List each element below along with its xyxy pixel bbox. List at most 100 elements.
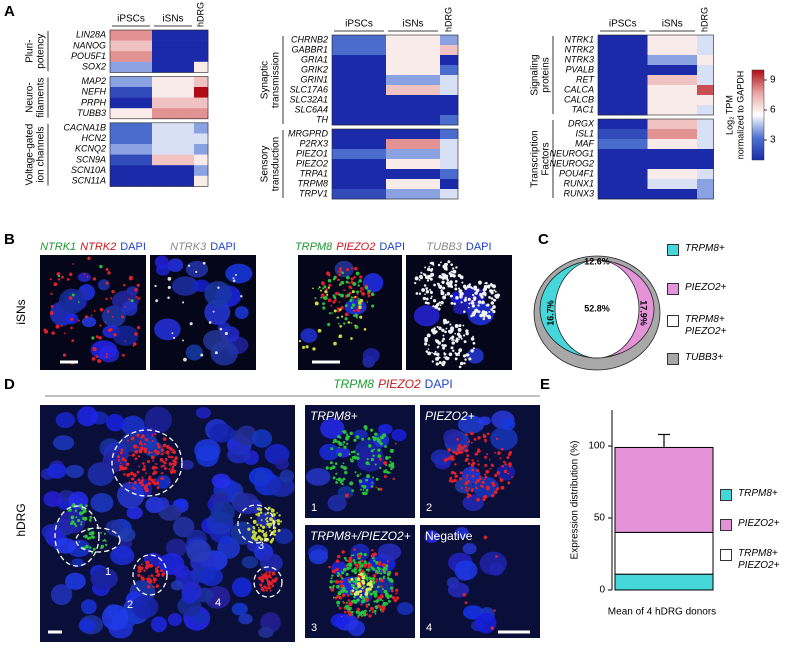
signal-dot — [345, 601, 348, 604]
signal-dot — [427, 351, 432, 356]
heatmap-cell — [422, 45, 441, 56]
heatmap-cell — [631, 75, 648, 86]
signal-dot — [375, 477, 379, 481]
signal-dot — [350, 322, 353, 324]
inset-number: 3 — [311, 622, 317, 634]
image-label-word: TRPM8 — [295, 241, 333, 253]
signal-dot — [140, 575, 143, 578]
signal-dot — [380, 578, 384, 583]
signal-dot — [359, 473, 362, 475]
heatmap-cell — [138, 51, 153, 63]
heatmap-cell — [180, 122, 195, 134]
column-group-label: hDRG — [195, 2, 205, 27]
signal-dot — [100, 532, 102, 534]
signal-dot — [98, 336, 102, 340]
signal-dot — [474, 481, 478, 484]
heatmap-cell — [614, 129, 632, 140]
signal-dot — [351, 456, 355, 460]
signal-dot — [62, 353, 67, 357]
signal-dot — [350, 296, 353, 299]
group-label: filaments — [36, 78, 47, 118]
heatmap-cell — [697, 159, 714, 170]
signal-dot — [352, 587, 355, 589]
signal-dot — [83, 516, 88, 521]
heatmap-cell — [422, 55, 441, 66]
signal-dot — [371, 610, 375, 614]
signal-dot — [488, 458, 491, 461]
signal-dot — [156, 565, 160, 569]
heatmap-cell — [110, 61, 125, 73]
heatmap-cell — [598, 119, 615, 130]
micrograph-content — [154, 255, 253, 366]
nucleus — [180, 459, 194, 470]
signal-dot — [125, 462, 130, 467]
signal-dot — [467, 487, 470, 490]
signal-dot — [349, 298, 353, 303]
signal-dot — [142, 468, 146, 472]
signal-dot — [443, 356, 446, 358]
heatmap-cell — [697, 119, 714, 130]
signal-dot — [269, 529, 271, 532]
signal-dot — [460, 487, 463, 490]
signal-dot — [382, 605, 385, 609]
signal-dot — [160, 452, 164, 456]
signal-dot — [167, 276, 172, 281]
nucleus — [356, 445, 385, 472]
signal-dot — [477, 304, 480, 307]
signal-dot — [382, 563, 386, 568]
heatmap-cell — [110, 175, 125, 187]
nucleus — [231, 577, 252, 598]
heatmap-cell — [440, 149, 459, 160]
heatmap-cell — [368, 95, 387, 106]
signal-dot — [263, 585, 267, 589]
signal-dot — [333, 295, 337, 299]
signal-dot — [499, 477, 502, 480]
signal-dot — [147, 585, 151, 589]
heatmap-cell — [631, 139, 648, 150]
signal-dot — [140, 479, 144, 484]
nucleus — [172, 564, 189, 578]
signal-dot — [440, 261, 442, 264]
signal-dot — [111, 289, 115, 294]
signal-dot — [323, 285, 327, 289]
heatmap-cell — [138, 144, 153, 155]
micrograph-content — [43, 256, 141, 365]
signal-dot — [346, 594, 350, 597]
signal-dot — [472, 293, 475, 297]
signal-dot — [182, 339, 185, 342]
nucleus — [452, 302, 470, 315]
heatmap-cell — [631, 35, 648, 46]
signal-dot — [355, 271, 360, 276]
image-label-word: NTRK3 — [170, 241, 207, 253]
signal-dot — [337, 604, 340, 607]
signal-dot — [99, 324, 102, 327]
nucleus — [430, 449, 452, 466]
signal-dot — [441, 276, 446, 280]
signal-dot — [332, 441, 335, 444]
legend-label: TRPM8+ — [738, 488, 778, 499]
signal-dot — [372, 574, 377, 578]
signal-dot — [325, 288, 328, 291]
signal-dot — [170, 451, 173, 454]
signal-dot — [476, 449, 481, 453]
heatmap-cell — [422, 115, 441, 126]
group-label: proteins — [541, 57, 552, 93]
nucleus — [443, 428, 463, 446]
inset-number: 2 — [426, 502, 432, 514]
heatmap-cell — [647, 189, 665, 200]
heatmap-cell — [422, 139, 441, 150]
signal-dot — [71, 293, 75, 297]
signal-dot — [360, 603, 363, 606]
signal-dot — [333, 568, 337, 572]
heatmap-cell — [598, 169, 615, 180]
heatmap-cell — [180, 175, 195, 187]
nucleus — [305, 468, 331, 486]
heatmap-cell — [110, 87, 125, 98]
signal-dot — [350, 583, 353, 586]
signal-dot — [247, 527, 251, 531]
signal-dot — [87, 537, 90, 540]
heatmap-cell — [680, 119, 698, 130]
signal-dot — [66, 277, 70, 281]
heatmap-cell — [386, 85, 405, 96]
signal-dot — [355, 566, 359, 569]
